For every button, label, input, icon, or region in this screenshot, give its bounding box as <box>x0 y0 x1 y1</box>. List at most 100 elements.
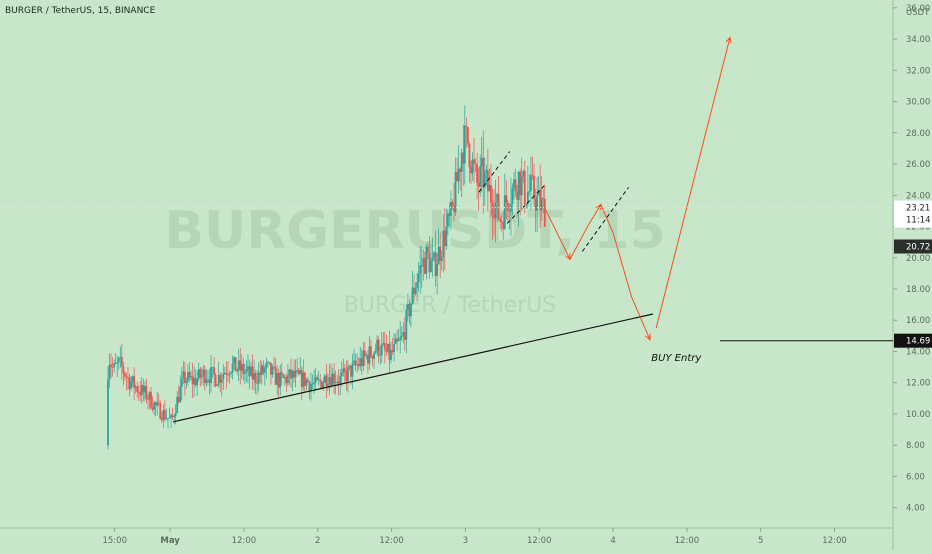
arrow-head-icon <box>564 253 571 261</box>
candle-body <box>390 350 392 360</box>
candle-body <box>214 374 217 387</box>
price-axis-unit: USDT <box>906 8 930 18</box>
candle-body <box>405 310 408 340</box>
bar-countdown-label: 11:14 <box>906 216 931 226</box>
buy-entry-label[interactable]: BUY Entry <box>651 353 702 364</box>
candle-body <box>406 304 409 311</box>
candle-body <box>373 352 375 359</box>
candle-body <box>357 364 360 367</box>
candle-body <box>300 370 303 388</box>
candle-body <box>247 366 249 370</box>
y-tick-label: 28.00 <box>906 129 930 139</box>
candle-body <box>180 378 183 387</box>
candle-body <box>422 258 425 267</box>
candle-body <box>308 381 311 391</box>
candle-body <box>253 373 255 380</box>
channel-line[interactable] <box>581 187 629 252</box>
projection-path-up[interactable] <box>655 37 731 329</box>
candle-body <box>245 369 248 372</box>
candle-body <box>322 382 325 389</box>
candle-body <box>310 383 312 391</box>
candle-body <box>485 170 488 173</box>
candle-body <box>359 358 362 367</box>
candle-body <box>265 362 268 369</box>
candle-body <box>203 369 206 383</box>
candle-body <box>250 366 252 376</box>
candle-body <box>410 303 412 317</box>
x-tick-label: 12:00 <box>822 536 847 546</box>
channel-line[interactable] <box>478 151 511 193</box>
candle-body <box>531 175 534 177</box>
candle-body <box>397 339 400 342</box>
candle-body <box>196 378 199 386</box>
candle-body <box>293 370 295 378</box>
candle-body <box>171 415 174 418</box>
y-tick-label: 36.00 <box>906 4 930 14</box>
candle-body <box>290 369 292 379</box>
candle-body <box>396 338 399 342</box>
candle-body <box>136 386 139 393</box>
x-tick-label: 5 <box>758 536 763 546</box>
candle-body <box>230 372 232 374</box>
y-tick-label: 10.00 <box>906 410 930 420</box>
candle-body <box>220 378 223 383</box>
candle-body <box>125 376 128 378</box>
candle-body <box>356 364 359 366</box>
candle-body <box>431 257 434 261</box>
candle-body <box>433 252 435 258</box>
candle-body <box>339 375 342 384</box>
support-trendline[interactable] <box>173 313 654 423</box>
candle-body <box>225 372 228 375</box>
drawings-layer[interactable]: BUY Entry <box>173 36 732 423</box>
candle-body <box>285 376 288 384</box>
time-axis[interactable]: 15:00 May 12:00 2 12:00 3 12:00 4 12:00 5 12:00 <box>0 527 893 546</box>
candle-body <box>362 350 365 367</box>
candle-body <box>111 366 114 368</box>
candle-body <box>511 187 514 205</box>
candle-body <box>227 374 229 376</box>
candle-body <box>522 171 525 177</box>
channel-line[interactable] <box>506 185 545 224</box>
candle-body <box>257 372 260 384</box>
symbol-title: BURGER / TetherUS, 15, BINANCE <box>5 6 156 16</box>
candle-body <box>319 379 322 382</box>
candle-body <box>145 386 148 400</box>
candle-body <box>150 392 152 408</box>
candle-body <box>379 355 382 357</box>
candle-body <box>133 376 136 389</box>
price-pane[interactable] <box>107 105 546 450</box>
candle-body <box>371 356 374 359</box>
candle-body <box>163 409 166 420</box>
candle-body <box>380 344 383 356</box>
y-tick-label: 24.00 <box>906 191 930 201</box>
candle-body <box>465 125 468 127</box>
candle-body <box>193 378 196 385</box>
candle-body <box>237 360 240 370</box>
candle-body <box>256 382 259 384</box>
candle-body <box>242 364 245 374</box>
arrow-head-icon <box>595 203 602 211</box>
candle-body <box>416 282 419 289</box>
candle-body <box>157 402 160 404</box>
candle-body <box>354 360 357 366</box>
candle-body <box>466 126 469 144</box>
candle-body <box>287 375 289 384</box>
candle-body <box>279 372 282 388</box>
candle-body <box>170 415 172 418</box>
candle-body <box>320 381 323 389</box>
arrow-head-icon <box>725 36 732 44</box>
y-tick-label: 20.00 <box>906 254 930 264</box>
candle-body <box>153 402 156 410</box>
candle-body <box>413 287 415 294</box>
candle-body <box>188 372 191 378</box>
candle-body <box>137 392 140 394</box>
candle-body <box>179 386 182 403</box>
candle-body <box>234 357 237 372</box>
candle-body <box>162 409 165 421</box>
candle-body <box>451 201 454 206</box>
candle-body <box>328 377 331 385</box>
candle-body <box>311 383 314 385</box>
price-axis[interactable]: USDT 4.00 6.00 8.00 10.00 12.00 14.00 16.00 18.… <box>892 0 930 550</box>
